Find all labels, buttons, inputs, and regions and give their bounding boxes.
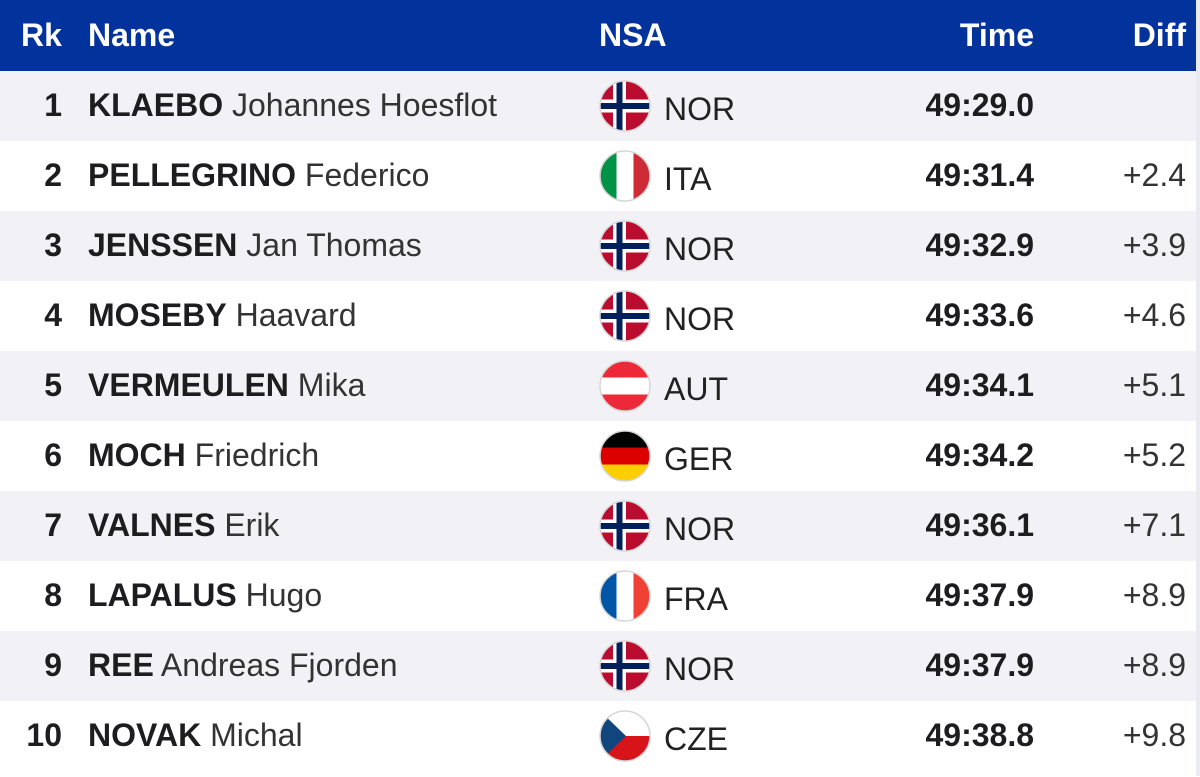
athlete-first-name: Hugo: [245, 577, 323, 613]
time-cell: 49:31.4: [925, 157, 1034, 193]
germany-flag-icon: [599, 430, 651, 482]
athlete-first-name: Haavard: [235, 297, 357, 333]
athlete-last-name: LAPALUS: [88, 577, 237, 613]
table-header: Rk Name NSA Time Diff: [0, 0, 1196, 71]
diff-cell: +7.1: [1122, 507, 1186, 543]
athlete-last-name: REE: [88, 647, 154, 683]
table-row[interactable]: 9 REE Andreas Fjorden NOR 49:37.9 +8.9: [0, 631, 1196, 701]
rank-cell: 9: [44, 647, 62, 683]
athlete-first-name: Jan Thomas: [246, 227, 422, 263]
austria-flag-icon: [599, 360, 651, 412]
nsa-code: NOR: [664, 91, 736, 127]
athlete-name-link[interactable]: VERMEULEN Mika: [88, 351, 365, 421]
time-cell: 49:36.1: [925, 507, 1034, 543]
time-cell: 49:34.1: [925, 367, 1034, 403]
diff-cell: +4.6: [1122, 297, 1186, 333]
rank-cell: 7: [44, 507, 62, 543]
nsa-code: CZE: [664, 721, 728, 757]
norway-flag-icon: [599, 220, 651, 272]
header-time[interactable]: Time: [959, 17, 1034, 53]
table-row[interactable]: 2 PELLEGRINO Federico ITA 49:31.4 +2.4: [0, 141, 1196, 211]
nsa-code: NOR: [664, 511, 736, 547]
rank-cell: 10: [26, 717, 62, 753]
athlete-first-name: Mika: [297, 367, 366, 403]
diff-cell: +9.8: [1122, 717, 1186, 753]
table-row[interactable]: 1 KLAEBO Johannes Hoesflot NOR 49:29.0: [0, 71, 1196, 141]
table-row[interactable]: 4 MOSEBY Haavard NOR 49:33.6 +4.6: [0, 281, 1196, 351]
time-cell: 49:33.6: [925, 297, 1034, 333]
rank-cell: 3: [44, 227, 62, 263]
rank-cell: 4: [44, 297, 62, 333]
athlete-last-name: NOVAK: [88, 717, 202, 753]
nsa-code: FRA: [664, 581, 728, 617]
diff-cell: +5.1: [1122, 367, 1186, 403]
rank-cell: 1: [44, 87, 62, 123]
athlete-last-name: VERMEULEN: [88, 367, 289, 403]
athlete-name-link[interactable]: VALNES Erik: [88, 491, 279, 561]
header-name[interactable]: Name: [88, 17, 176, 53]
nsa-code: NOR: [664, 301, 736, 337]
norway-flag-icon: [599, 640, 651, 692]
norway-flag-icon: [599, 290, 651, 342]
time-cell: 49:37.9: [925, 577, 1034, 613]
table-row[interactable]: 8 LAPALUS Hugo FRA 49:37.9 +8.9: [0, 561, 1196, 631]
header-nsa[interactable]: NSA: [599, 17, 667, 53]
athlete-last-name: PELLEGRINO: [88, 157, 297, 193]
table-row[interactable]: 5 VERMEULEN Mika AUT 49:34.1 +5.1: [0, 351, 1196, 421]
diff-cell: +8.9: [1122, 577, 1186, 613]
athlete-first-name: Friedrich: [194, 437, 320, 473]
header-diff[interactable]: Diff: [1132, 17, 1186, 53]
athlete-last-name: KLAEBO: [88, 87, 224, 123]
italy-flag-icon: [599, 150, 651, 202]
table-row[interactable]: 10 NOVAK Michal CZE 49:38.8 +9.8: [0, 701, 1196, 771]
athlete-last-name: JENSSEN: [88, 227, 238, 263]
athlete-last-name: MOCH: [88, 437, 186, 473]
athlete-first-name: Michal: [210, 717, 303, 753]
time-cell: 49:34.2: [925, 437, 1034, 473]
diff-cell: +3.9: [1122, 227, 1186, 263]
rank-cell: 2: [44, 157, 62, 193]
athlete-name-link[interactable]: REE Andreas Fjorden: [88, 631, 398, 701]
time-cell: 49:32.9: [925, 227, 1034, 263]
table-row[interactable]: 3 JENSSEN Jan Thomas NOR 49:32.9 +3.9: [0, 211, 1196, 281]
athlete-name-link[interactable]: MOCH Friedrich: [88, 421, 319, 491]
diff-cell: +8.9: [1122, 647, 1186, 683]
time-cell: 49:38.8: [925, 717, 1034, 753]
time-cell: 49:37.9: [925, 647, 1034, 683]
nsa-code: GER: [664, 441, 734, 477]
nsa-code: ITA: [664, 161, 712, 197]
rank-cell: 8: [44, 577, 62, 613]
nsa-code: NOR: [664, 651, 736, 687]
athlete-last-name: MOSEBY: [88, 297, 227, 333]
header-rank[interactable]: Rk: [21, 17, 62, 53]
table-body: 1 KLAEBO Johannes Hoesflot NOR 49:29.0 2 PELL…: [0, 71, 1196, 771]
nsa-code: NOR: [664, 231, 736, 267]
nsa-code: AUT: [664, 371, 728, 407]
athlete-first-name: Johannes Hoesflot: [232, 87, 498, 123]
athlete-name-link[interactable]: JENSSEN Jan Thomas: [88, 211, 422, 281]
norway-flag-icon: [599, 80, 651, 132]
athlete-name-link[interactable]: MOSEBY Haavard: [88, 281, 357, 351]
norway-flag-icon: [599, 500, 651, 552]
athlete-first-name: Federico: [304, 157, 430, 193]
czech-flag-icon: [599, 710, 651, 762]
diff-cell: +5.2: [1122, 437, 1186, 473]
athlete-name-link[interactable]: LAPALUS Hugo: [88, 561, 322, 631]
france-flag-icon: [599, 570, 651, 622]
diff-cell: +2.4: [1122, 157, 1186, 193]
table-row[interactable]: 6 MOCH Friedrich GER 49:34.2 +5.2: [0, 421, 1196, 491]
rank-cell: 6: [44, 437, 62, 473]
athlete-first-name: Erik: [224, 507, 280, 543]
athlete-last-name: VALNES: [88, 507, 216, 543]
athlete-name-link[interactable]: PELLEGRINO Federico: [88, 141, 429, 211]
athlete-first-name: Andreas Fjorden: [160, 647, 398, 683]
table-row[interactable]: 7 VALNES Erik NOR 49:36.1 +7.1: [0, 491, 1196, 561]
time-cell: 49:29.0: [925, 87, 1034, 123]
athlete-name-link[interactable]: NOVAK Michal: [88, 701, 303, 771]
athlete-name-link[interactable]: KLAEBO Johannes Hoesflot: [88, 71, 497, 141]
rank-cell: 5: [44, 367, 62, 403]
